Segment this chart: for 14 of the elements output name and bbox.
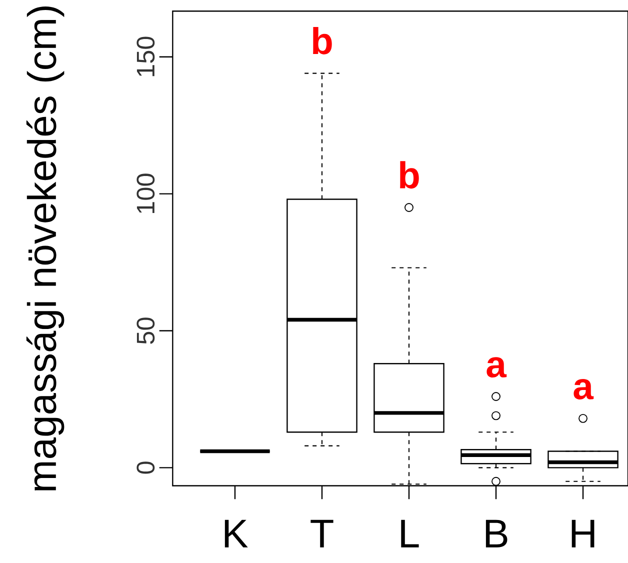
annotation: b [400, 161, 419, 189]
annotation: b [313, 26, 332, 54]
y-tick-label: 100 [136, 174, 155, 214]
annotation: a [486, 357, 507, 378]
x-tick-label: L [401, 520, 419, 548]
x-tick-label: K [224, 520, 248, 548]
annotation: a [574, 379, 594, 400]
y-tick-label: 0 [136, 462, 155, 474]
x-tick-label: H [572, 520, 594, 548]
y-tick-label: 150 [136, 36, 155, 76]
x-tick-label: B [486, 520, 508, 548]
x-tick-label: T [310, 520, 334, 548]
y-axis-title: magassági növekedés (cm) [26, 6, 64, 490]
y-tick-label: 50 [136, 318, 155, 344]
